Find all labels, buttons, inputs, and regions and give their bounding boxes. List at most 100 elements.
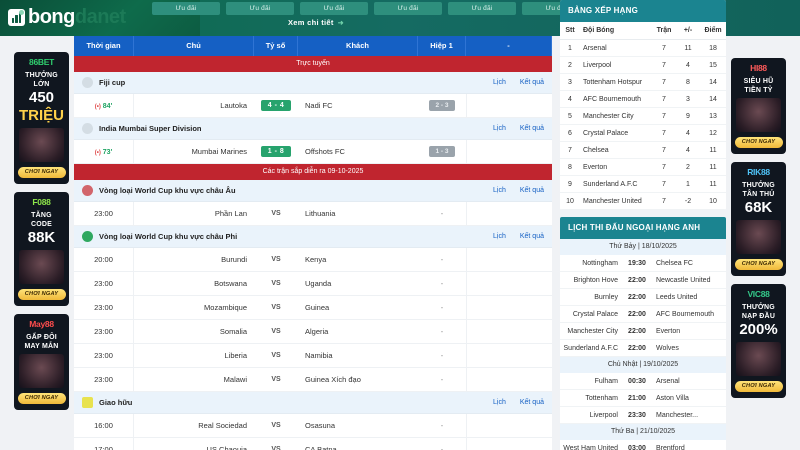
standings-row[interactable]: 3 Tottenham Hotspur 7 8 14 [560,74,726,91]
standings-played: 7 [662,78,666,86]
globe-icon [82,77,93,88]
site-logo[interactable]: bongdanet [8,6,126,29]
table-row[interactable]: 23:00 Malawi VS Guinea Xích đạo - [74,367,552,392]
fixture-time: 22:00 [628,293,646,301]
standings-row[interactable]: 5 Manchester City 7 9 13 [560,108,726,125]
table-row[interactable]: 23:00 Liberia VS Namibia - [74,343,552,368]
halftime-badge: 2 - 3 [429,100,455,111]
league-name: Giao hữu [99,398,133,407]
match-score: VS [254,328,298,335]
table-row[interactable]: 16:00 Real Sociedad VS Osasuna - [74,413,552,438]
standings-row[interactable]: 6 Crystal Palace 7 4 12 [560,125,726,142]
fixture-row[interactable]: Manchester City 22:00 Everton [560,323,726,340]
table-row[interactable]: 20:00 Burundi VS Kenya - [74,247,552,272]
ad-banner[interactable]: VIC88 THƯỞNG NẠP ĐẦU 200% CHƠI NGAY [731,284,786,398]
league-result-link[interactable]: Kết quả [519,233,544,240]
fixture-row[interactable]: West Ham United 03:00 Brentford [560,440,726,450]
fixture-row[interactable]: Crystal Palace 22:00 AFC Bournemouth [560,306,726,323]
home-team: US Chaouia [206,445,247,450]
live-band: Trực tuyến [74,56,552,72]
score-badge: 1 - 8 [260,146,292,157]
promo-button[interactable]: Ưu đãi [226,2,294,15]
table-row[interactable]: 23:00 Somalia VS Algeria - [74,319,552,344]
standings-row[interactable]: 8 Everton 7 2 11 [560,159,726,176]
fixture-row[interactable]: Tottenham 21:00 Aston Villa [560,390,726,407]
fixture-away: Brentford [656,444,685,450]
standings-row[interactable]: 10 Manchester United 7 -2 10 [560,193,726,210]
fixture-row[interactable]: Liverpool 23:30 Manchester... [560,407,726,424]
match-score: VS [254,422,298,429]
standings-position: 8 [568,163,572,171]
fixture-day-header: Chủ Nhật | 19/10/2025 [560,357,726,373]
away-team: Namibia [305,351,333,360]
league-links: Lịch Kết quả [493,125,544,132]
league-header-row[interactable]: India Mumbai Super Division Lịch Kết quả [74,118,552,140]
promo-button[interactable]: Ưu đãi [448,2,516,15]
table-row[interactable]: (•) 73' Mumbai Marines 1 - 8 Offshots FC 1 -… [74,139,552,164]
ad-cta-button[interactable]: CHƠI NGAY [17,289,66,300]
table-row[interactable]: 23:00 Mozambique VS Guinea - [74,295,552,320]
match-time: 16:00 [74,413,134,438]
fixture-row[interactable]: Sunderland A.F.C 22:00 Wolves [560,340,726,357]
fixture-away: Wolves [656,344,679,352]
ad-banner[interactable]: May88 GẤP ĐÔI MAY MẮN CHƠI NGAY [14,314,69,410]
match-score: VS [254,210,298,217]
table-row[interactable]: 17:00 US Chaouia VS CA Batna - [74,437,552,450]
league-schedule-link[interactable]: Lịch [493,399,506,406]
standings-row[interactable]: 4 AFC Bournemouth 7 3 14 [560,91,726,108]
standings-row[interactable]: 2 Liverpool 7 4 15 [560,57,726,74]
match-extra-cell [466,437,552,450]
standings-row[interactable]: 1 Arsenal 7 11 18 [560,40,726,57]
table-row[interactable]: (•) 84' Lautoka 4 - 4 Nadi FC 2 - 3 [74,93,552,118]
league-header-row[interactable]: Fiji cup Lịch Kết quả [74,72,552,94]
standings-row[interactable]: 9 Sunderland A.F.C 7 1 11 [560,176,726,193]
halftime-dash: - [440,445,444,450]
home-team: Real Sociedad [198,421,247,430]
promo-button[interactable]: Ưu đãi [152,2,220,15]
ad-cta-button[interactable]: CHƠI NGAY [734,137,783,148]
league-result-link[interactable]: Kết quả [519,79,544,86]
ad-cta-button[interactable]: CHƠI NGAY [734,381,783,392]
promo-button[interactable]: Ưu đãi [300,2,368,15]
away-team: Uganda [305,279,332,288]
ad-banner[interactable]: HI88 SIÊU HŨ TIỀN TỶ CHƠI NGAY [731,58,786,154]
league-schedule-link[interactable]: Lịch [493,187,506,194]
league-header-row[interactable]: Giao hữu Lịch Kết quả [74,392,552,414]
ad-banner[interactable]: F088 TĂNG CODE 88K CHƠI NGAY [14,192,69,306]
league-schedule-link[interactable]: Lịch [493,233,506,240]
ad-image [736,342,781,376]
match-extra-cell [466,367,552,392]
ad-brand-logo: F088 [32,197,51,207]
league-header-row[interactable]: Vòng loại World Cup khu vực châu Âu Lịch K… [74,180,552,202]
standings-row[interactable]: 7 Chelsea 7 4 11 [560,142,726,159]
league-result-link[interactable]: Kết quả [519,399,544,406]
fixture-row[interactable]: Fulham 00:30 Arsenal [560,373,726,390]
standings-body: 1 Arsenal 7 11 18 2 Liverpool 7 4 15 3 Tottenham Ho… [560,40,726,210]
right-ad-rail: HI88 SIÊU HŨ TIỀN TỶ CHƠI NGAY RIK88 THƯỞNG TÂ… [731,58,786,406]
table-row[interactable]: 23:00 Botswana VS Uganda - [74,271,552,296]
ad-cta-button[interactable]: CHƠI NGAY [17,167,66,178]
fixture-row[interactable]: Burnley 22:00 Leeds United [560,289,726,306]
home-team: Phần Lan [214,209,247,218]
league-result-link[interactable]: Kết quả [519,187,544,194]
ad-cta-button[interactable]: CHƠI NGAY [734,259,783,270]
fixture-row[interactable]: Brighton Hove 22:00 Newcastle United [560,272,726,289]
match-score: 4 - 4 [254,100,298,111]
promo-button[interactable]: Ưu đãi [374,2,442,15]
vs-label: VS [271,376,281,383]
league-schedule-link[interactable]: Lịch [493,79,506,86]
standings-col-played: Trận [656,27,672,34]
league-result-link[interactable]: Kết quả [519,125,544,132]
league-schedule-link[interactable]: Lịch [493,125,506,132]
view-detail-link[interactable]: Xem chi tiết ➜ [288,18,344,27]
fixture-row[interactable]: Nottingham 19:30 Chelsea FC [560,255,726,272]
league-header-row[interactable]: Vòng loại World Cup khu vực châu Phi Lịch… [74,226,552,248]
standings-goal-diff: 9 [686,112,690,120]
ad-banner[interactable]: RIK88 THƯỞNG TÂN THỦ 68K CHƠI NGAY [731,162,786,276]
table-row[interactable]: 23:00 Phần Lan VS Lithuania - [74,201,552,226]
standings-team: AFC Bournemouth [583,95,641,103]
ad-cta-button[interactable]: CHƠI NGAY [17,393,66,404]
europe-icon [82,185,93,196]
ad-banner[interactable]: 86BET THƯỞNG LỚN 450 TRIỆU CHƠI NGAY [14,52,69,184]
ad-line-1: THƯỞNG [742,304,775,311]
